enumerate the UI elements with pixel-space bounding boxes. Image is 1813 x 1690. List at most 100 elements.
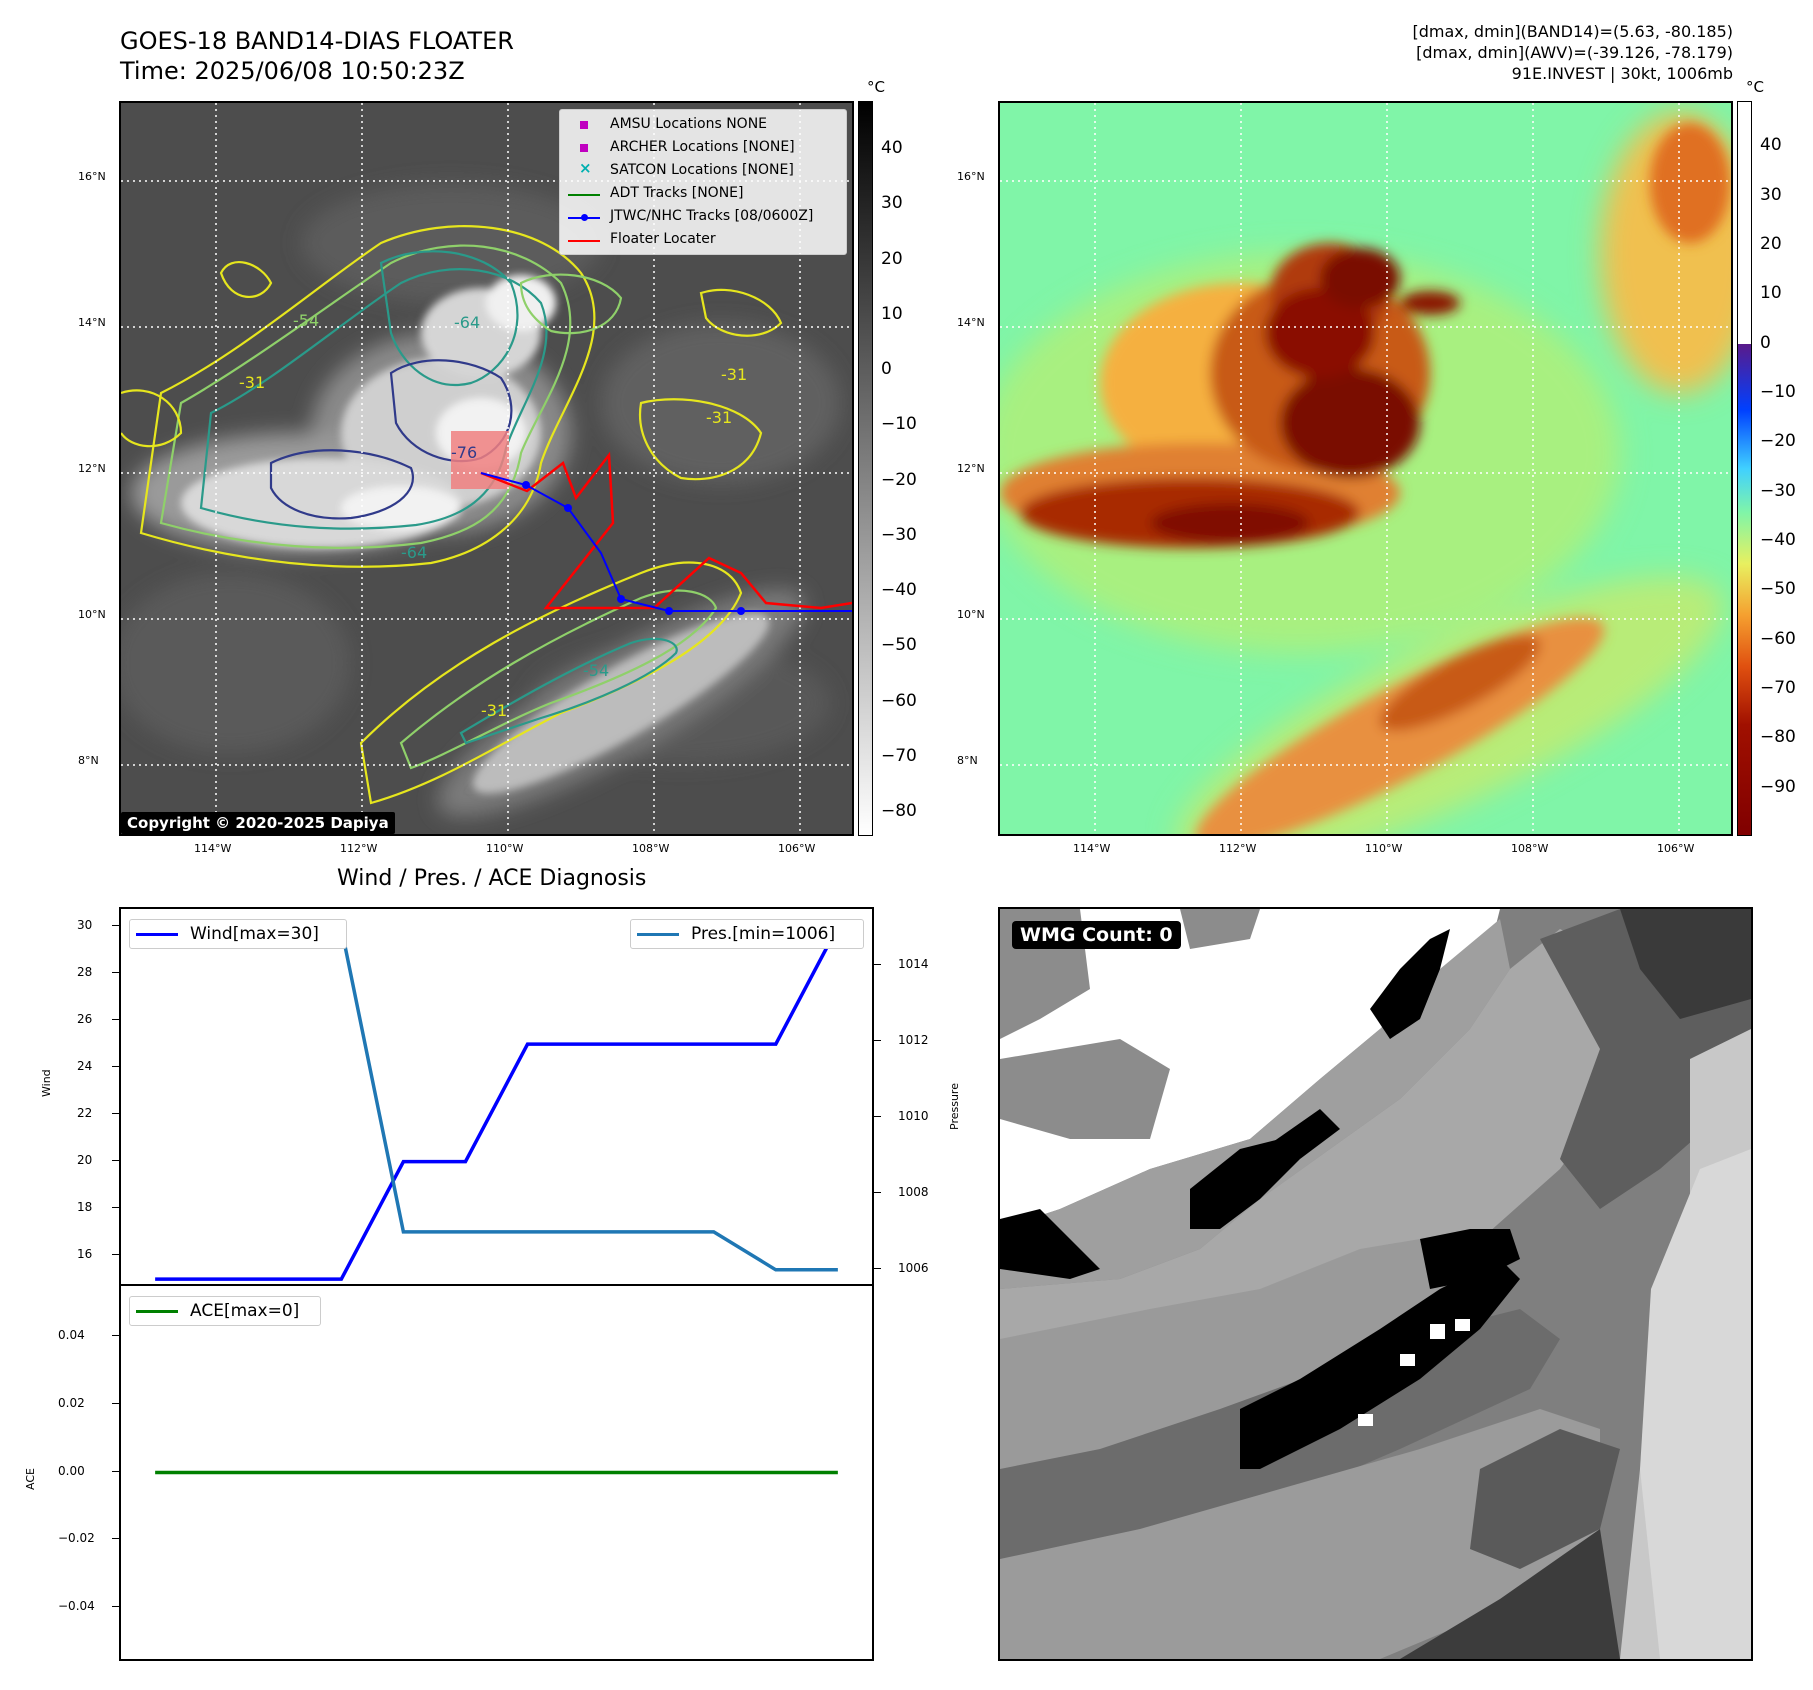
map-legend: AMSU Locations NONE ARCHER Locations [NO…	[559, 109, 847, 255]
awv-colorbar	[1737, 101, 1752, 836]
colorbar-tick-label: −70	[881, 745, 917, 766]
lat-tick-label: 10°N	[957, 608, 985, 621]
legend-item-jtwc: JTWC/NHC Tracks [08/0600Z]	[568, 206, 838, 229]
wind-tick-label: 24	[77, 1058, 93, 1073]
line-marker-icon	[568, 240, 600, 242]
colorbar-tick-label: −50	[1760, 579, 1796, 600]
colorbar-tick-label: −20	[1760, 431, 1796, 452]
colorbar-tick-label: −90	[1760, 776, 1796, 797]
awv-map-imagery	[1000, 103, 1731, 834]
colorbar-tick-label: −30	[1760, 480, 1796, 501]
ace-tick-mark	[112, 1538, 119, 1540]
wind-tick-mark	[112, 1065, 119, 1067]
colorbar-tick-label: −70	[1760, 678, 1796, 698]
pressure-tick-mark	[874, 1191, 881, 1193]
ace-axis-label: ACE	[24, 1468, 37, 1490]
wind-tick-label: 20	[77, 1152, 93, 1167]
colorbar-tick-label: 20	[1760, 234, 1782, 255]
stats-line-band14: [dmax, dmin](BAND14)=(5.63, -80.185)	[1412, 22, 1734, 41]
wind-tick-mark	[112, 1206, 119, 1208]
lat-tick-label: 14°N	[957, 316, 985, 329]
jtwc-track	[480, 472, 852, 612]
contour-label: -64	[454, 313, 481, 332]
wind-tick-label: 22	[77, 1105, 93, 1120]
diagnosis-chart-title: Wind / Pres. / ACE Diagnosis	[337, 866, 647, 891]
legend-label: ARCHER Locations [NONE]	[610, 139, 795, 155]
legend-label: AMSU Locations NONE	[610, 116, 768, 132]
ace-tick-label: 0.02	[58, 1395, 85, 1410]
colorbar-tick-label: 40	[881, 137, 903, 158]
pressure-tick-label: 1014	[898, 956, 929, 971]
lon-tick-label: 110°W	[1365, 842, 1403, 855]
legend-item-archer: ARCHER Locations [NONE]	[568, 137, 838, 160]
ace-legend-label: ACE[max=0]	[190, 1301, 300, 1321]
contour-label: -64	[401, 543, 428, 562]
pressure-tick-label: 1006	[898, 1260, 929, 1275]
lon-tick-label: 108°W	[632, 842, 670, 855]
contour-label: -31	[239, 373, 266, 392]
ace-tick-mark	[112, 1606, 119, 1608]
colorbar-tick-label: −50	[881, 635, 917, 656]
legend-item-adt: ADT Tracks [NONE]	[568, 183, 838, 206]
lat-tick-label: 8°N	[78, 754, 99, 767]
wind-tick-mark	[112, 1018, 119, 1020]
legend-item-satcon: × SATCON Locations [NONE]	[568, 159, 838, 183]
wmg-imagery	[1000, 909, 1751, 1659]
lat-tick-label: 8°N	[957, 754, 978, 767]
ace-plot	[155, 1470, 838, 1475]
lon-tick-label: 112°W	[1219, 842, 1257, 855]
ir-map-panel: -64 -54 -31 -64 -76 -54 -31 -31 -31 AMSU…	[119, 101, 854, 836]
legend-item-floater: Floater Locater	[568, 229, 838, 252]
wind-tick-label: 18	[77, 1199, 93, 1214]
lon-tick-label: 114°W	[194, 842, 232, 855]
colorbar-tick-label: −40	[1760, 530, 1796, 551]
pressure-tick-mark	[874, 1115, 881, 1117]
pressure-tick-label: 1010	[898, 1108, 929, 1123]
lon-tick-label: 114°W	[1073, 842, 1111, 855]
lat-tick-label: 12°N	[78, 462, 106, 475]
wind-tick-label: 26	[77, 1011, 93, 1026]
ace-tick-label: −0.02	[58, 1531, 95, 1546]
colorbar-tick-label: 30	[1760, 184, 1782, 205]
colorbar-tick-label: −10	[881, 414, 917, 435]
legend-label: SATCON Locations [NONE]	[610, 162, 794, 178]
cross-marker-icon: ×	[579, 159, 592, 177]
floater-locater-track	[480, 451, 852, 610]
colorbar-tick-label: 0	[881, 359, 892, 380]
lon-tick-label: 106°W	[1657, 842, 1695, 855]
wind-tick-mark	[112, 924, 119, 926]
pressure-axis-label: Pressure	[948, 1083, 961, 1130]
pressure-legend: Pres.[min=1006]	[630, 919, 864, 949]
contour-label: -76	[451, 443, 478, 462]
lat-tick-label: 12°N	[957, 462, 985, 475]
dot-marker-icon	[581, 214, 588, 221]
colorbar-tick-label: −10	[1760, 382, 1796, 403]
pressure-tick-mark	[874, 963, 881, 965]
ace-legend-line-icon	[136, 1310, 178, 1313]
ace-chart: ACE[max=0]	[119, 1284, 874, 1661]
legend-item-amsu: AMSU Locations NONE	[568, 114, 838, 137]
lat-tick-label: 14°N	[78, 316, 106, 329]
wind-tick-label: 30	[77, 917, 93, 932]
storm-info-line: 91E.INVEST | 30kt, 1006mb	[1511, 64, 1733, 83]
legend-label: JTWC/NHC Tracks [08/0600Z]	[610, 208, 814, 224]
colorbar-tick-label: −80	[1760, 727, 1796, 748]
legend-label: Floater Locater	[610, 231, 716, 247]
ace-tick-mark	[112, 1470, 119, 1472]
colorbar-tick-label: −60	[881, 690, 917, 711]
lon-tick-label: 112°W	[340, 842, 378, 855]
colorbar-tick-label: −30	[881, 524, 917, 545]
copyright-badge: Copyright © 2020-2025 Dapiya	[121, 812, 395, 834]
colorbar-tick-label: 10	[1760, 283, 1782, 304]
page-subtitle: Time: 2025/06/08 10:50:23Z	[120, 57, 465, 85]
ace-tick-label: 0.00	[58, 1463, 85, 1478]
pressure-tick-label: 1008	[898, 1184, 929, 1199]
colorbar-tick-label: −60	[1760, 628, 1796, 649]
ace-tick-mark	[112, 1402, 119, 1404]
wmg-panel: WMG Count: 0	[998, 907, 1753, 1661]
lat-tick-label: 16°N	[78, 170, 106, 183]
lon-tick-label: 110°W	[486, 842, 524, 855]
wmg-count-badge: WMG Count: 0	[1012, 921, 1181, 949]
colorbar-tick-label: −40	[881, 580, 917, 601]
pressure-tick-label: 1012	[898, 1032, 929, 1047]
